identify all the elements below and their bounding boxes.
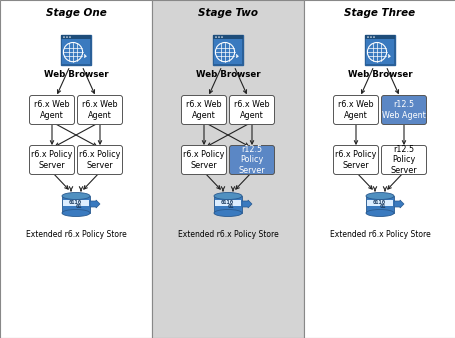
FancyBboxPatch shape [30, 145, 74, 174]
Text: r6.x Web
Agent: r6.x Web Agent [82, 100, 117, 120]
Text: r12.5
Policy
Server: r12.5 Policy Server [390, 145, 416, 175]
FancyBboxPatch shape [181, 96, 226, 124]
Circle shape [373, 37, 374, 38]
Bar [0, 0, 152, 338]
Polygon shape [388, 54, 389, 58]
FancyArrow shape [90, 200, 100, 208]
Text: 0110: 0110 [68, 200, 81, 205]
Text: Web Browser: Web Browser [44, 70, 108, 79]
Ellipse shape [62, 210, 90, 217]
FancyArrow shape [393, 200, 403, 208]
Text: r6.x Web
Agent: r6.x Web Agent [338, 100, 373, 120]
Text: Extended r6.x Policy Store: Extended r6.x Policy Store [25, 230, 126, 239]
Text: 01: 01 [379, 204, 385, 209]
FancyBboxPatch shape [229, 96, 274, 124]
Polygon shape [84, 54, 86, 58]
Text: 0110: 0110 [220, 200, 233, 205]
Text: r6.x Policy
Server: r6.x Policy Server [79, 150, 121, 170]
FancyBboxPatch shape [381, 145, 425, 174]
Bar [214, 200, 241, 206]
Text: Extended r6.x Policy Store: Extended r6.x Policy Store [329, 230, 430, 239]
Bar [365, 196, 393, 213]
Text: r6.x Web
Agent: r6.x Web Agent [186, 100, 221, 120]
Circle shape [63, 37, 65, 38]
Text: r6.x Policy
Server: r6.x Policy Server [183, 150, 224, 170]
FancyBboxPatch shape [30, 96, 74, 124]
Bar [63, 200, 89, 206]
FancyBboxPatch shape [77, 145, 122, 174]
FancyBboxPatch shape [212, 35, 243, 65]
Bar [303, 0, 455, 338]
Text: 0110: 0110 [372, 200, 384, 205]
Text: Extended r6.x Policy Store: Extended r6.x Policy Store [177, 230, 278, 239]
FancyBboxPatch shape [181, 145, 226, 174]
Text: Stage Three: Stage Three [344, 8, 415, 18]
Circle shape [215, 37, 216, 38]
Circle shape [69, 37, 71, 38]
Text: r12.5
Web Agent: r12.5 Web Agent [381, 100, 425, 120]
Text: Stage One: Stage One [46, 8, 106, 18]
Ellipse shape [62, 193, 90, 199]
Circle shape [221, 37, 222, 38]
Bar [364, 35, 394, 39]
Text: 01: 01 [227, 204, 234, 209]
Bar [212, 35, 243, 39]
Text: Web Browser: Web Browser [195, 70, 260, 79]
Bar [213, 39, 242, 64]
Text: r6.x Web
Agent: r6.x Web Agent [34, 100, 70, 120]
Polygon shape [236, 54, 238, 58]
FancyBboxPatch shape [61, 35, 91, 65]
FancyBboxPatch shape [333, 96, 378, 124]
Circle shape [369, 37, 371, 38]
Text: r6.x Policy
Server: r6.x Policy Server [334, 150, 376, 170]
Circle shape [66, 37, 68, 38]
Text: r6.x Web
Agent: r6.x Web Agent [234, 100, 269, 120]
Text: Stage Two: Stage Two [197, 8, 258, 18]
Text: 01: 01 [76, 204, 82, 209]
FancyArrow shape [242, 200, 252, 208]
Circle shape [366, 37, 368, 38]
Bar [213, 196, 242, 213]
Text: Web Browser: Web Browser [347, 70, 411, 79]
Circle shape [218, 37, 219, 38]
Ellipse shape [213, 193, 242, 199]
Text: r6.x Policy
Server: r6.x Policy Server [31, 150, 72, 170]
Bar [62, 196, 90, 213]
Bar [61, 35, 91, 39]
Bar [365, 39, 393, 64]
Ellipse shape [365, 193, 393, 199]
FancyBboxPatch shape [364, 35, 394, 65]
FancyBboxPatch shape [229, 145, 274, 174]
Ellipse shape [213, 210, 242, 217]
FancyBboxPatch shape [381, 96, 425, 124]
Bar [152, 0, 303, 338]
Text: r12.5
Policy
Server: r12.5 Policy Server [238, 145, 265, 175]
FancyBboxPatch shape [77, 96, 122, 124]
Bar [62, 39, 90, 64]
FancyBboxPatch shape [333, 145, 378, 174]
Bar [366, 200, 392, 206]
Ellipse shape [365, 210, 393, 217]
